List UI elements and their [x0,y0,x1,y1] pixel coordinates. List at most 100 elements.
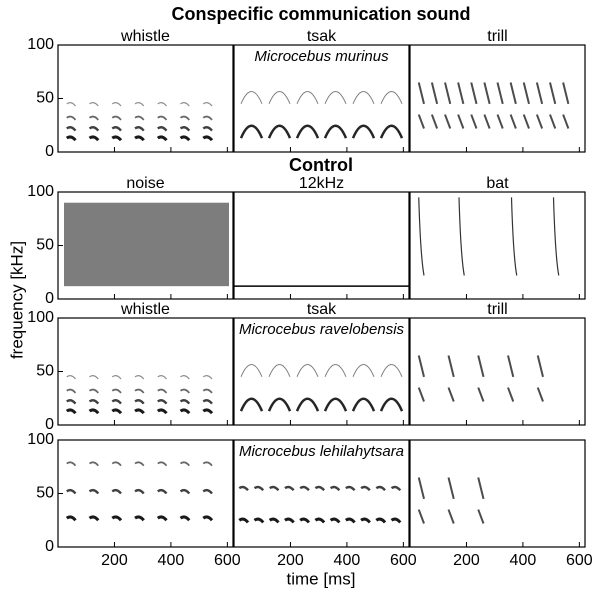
spectrogram-trace [111,115,122,121]
spectrogram [65,461,214,522]
panel-title: whistle [120,28,170,45]
spectrogram-trace [360,517,371,524]
section-title: Control [289,155,353,175]
spectrogram-trace [88,515,100,522]
y-tick-label: 50 [36,485,54,502]
spectrogram-trace [89,102,99,107]
spectrogram-trace [202,375,213,380]
spectrogram-trace [157,388,168,394]
panel-frame [409,317,586,426]
spectrogram-trace [477,477,485,524]
spectrogram-trace [89,375,99,380]
panel-title: tsak [307,301,337,318]
spectrogram-trace [447,355,455,402]
panel: whistle 0 50 100 [27,301,234,433]
spectrogram-trace [253,517,265,524]
panel: whistle 0 50 100 [27,28,234,160]
x-axis-label: time [ms] [287,569,356,588]
spectrogram [65,375,214,415]
spectrogram-trace [552,197,560,276]
spectrogram-trace [299,517,311,524]
spectrogram [417,477,485,524]
spectrogram-trace [239,397,264,412]
spectrogram-trace [380,364,403,378]
spectrogram-trace [134,461,145,467]
spectrogram-trace [202,388,213,394]
spectrogram [64,202,229,287]
spectrogram-trace [323,124,348,139]
spectrogram-trace [134,515,145,522]
spectrogram [239,91,404,139]
spectrogram-trace [88,115,99,121]
spectrogram-trace [157,126,168,132]
spectrogram-trace [351,397,376,412]
panel: 12kHz [233,175,410,300]
spectrogram-trace [202,135,214,142]
spectrogram-trace [134,399,145,405]
spectrogram-trace [351,124,376,139]
panel: trill [409,28,586,153]
spectrogram-trace [457,82,465,129]
spectrogram-trace [522,82,530,129]
spectrogram-trace [179,126,191,132]
species-label: Microcebus ravelobensis [239,321,405,338]
spectrogram-trace [268,91,291,105]
panel-title: 12kHz [299,175,344,192]
spectrogram-trace [202,115,213,121]
y-tick-label: 100 [27,431,54,448]
panel: tsak Microcebus ravelobensis [233,301,410,426]
spectrogram-trace [390,485,402,492]
spectrogram-trace [417,82,425,129]
spectrogram-trace [66,388,77,394]
y-axis-label: frequency [kHz] [7,241,26,359]
spectrogram-trace [507,355,515,402]
spectrogram-trace [157,102,167,107]
spectrogram-trace [562,82,570,129]
spectrogram-trace [284,485,295,492]
spectrogram-trace [295,397,320,412]
panel-frame [57,439,234,548]
spectrogram-trace [295,124,320,139]
spectrogram-trace [88,399,100,405]
figure-title: Conspecific communication sound [171,4,470,24]
spectrogram-trace [202,126,213,132]
spectrogram-trace [65,408,77,415]
spectrogram-trace [179,461,190,467]
spectrogram-trace [111,388,122,394]
y-tick-label: 50 [36,90,54,107]
spectrogram-trace [352,364,375,378]
spectrogram-trace [240,364,263,378]
y-tick-label: 100 [27,309,54,326]
panel-frame [409,439,586,548]
spectrogram-trace [156,515,168,522]
spectrogram-trace [324,364,347,378]
spectrogram-trace [324,91,347,105]
x-tick-label: 400 [510,552,537,569]
spectrogram-trace [180,102,190,107]
x-tick-label: 400 [334,552,361,569]
spectrogram-trace [157,115,168,121]
panel-frame [409,191,586,300]
panel: noise 0 50 100 [27,175,234,307]
spectrogram-trace [238,485,249,492]
spectrogram-trace [134,375,145,380]
spectrogram-trace [179,515,191,522]
spectrogram-trace [66,488,77,495]
panel: tsak Microcebus murinus [233,28,410,153]
spectrogram-trace [134,102,145,107]
spectrogram [65,102,214,142]
spectrogram-trace [65,135,77,142]
spectrogram-trace [111,399,122,405]
panel-title: bat [486,175,509,192]
x-tick-label: 200 [453,552,480,569]
spectrogram-trace [157,488,168,495]
spectrogram-trace [157,461,168,467]
spectrogram-trace [66,115,77,121]
spectrogram-trace [417,477,425,524]
spectrogram-trace [157,399,168,405]
spectrogram-trace [202,488,213,495]
spectrogram-trace [329,485,341,492]
x-tick-label: 600 [390,552,417,569]
spectrogram-trace [417,355,425,402]
